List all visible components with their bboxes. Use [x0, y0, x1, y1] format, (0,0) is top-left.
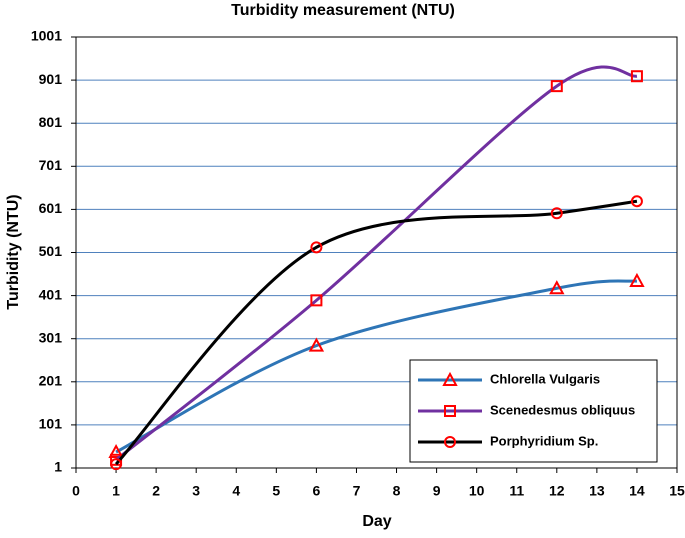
- x-tick-label: 14: [629, 483, 645, 499]
- x-tick-label: 9: [433, 483, 441, 499]
- marker: [110, 458, 123, 471]
- x-tick-label: 3: [192, 483, 200, 499]
- x-tick-label: 15: [669, 483, 685, 499]
- y-tick-label: 401: [39, 286, 63, 302]
- marker: [550, 207, 563, 220]
- x-tick-label: 7: [353, 483, 361, 499]
- marker: [629, 272, 645, 287]
- marker: [442, 371, 458, 386]
- x-tick-label: 12: [549, 483, 565, 499]
- x-tick-label: 1: [112, 483, 120, 499]
- y-tick-label: 201: [39, 373, 63, 389]
- legend-label: Scenedesmus obliquus: [490, 402, 635, 417]
- y-tick-label: 801: [39, 114, 63, 130]
- y-axis-label: Turbidity (NTU): [5, 194, 22, 309]
- series-line: [114, 199, 638, 466]
- chart-title: Turbidity measurement (NTU): [231, 2, 455, 19]
- x-axis-label: Day: [362, 513, 391, 530]
- y-tick-label: 301: [39, 329, 63, 345]
- marker: [550, 80, 563, 93]
- series-line: [115, 65, 638, 461]
- marker: [444, 405, 456, 417]
- x-tick-label: 6: [313, 483, 321, 499]
- marker: [630, 195, 643, 208]
- plot-frame: [75, 36, 678, 469]
- y-tick-label: 101: [39, 416, 63, 432]
- x-tick-label: 8: [393, 483, 401, 499]
- marker: [108, 443, 124, 459]
- y-tick-label: 901: [39, 71, 63, 87]
- x-tick-label: 0: [72, 483, 80, 499]
- y-tick-label: 1: [54, 459, 62, 475]
- x-tick-label: 13: [589, 483, 605, 499]
- legend-label: Porphyridium Sp.: [490, 433, 598, 448]
- marker: [308, 337, 325, 352]
- marker: [630, 70, 643, 83]
- marker: [444, 436, 456, 448]
- x-tick-label: 11: [509, 483, 524, 499]
- y-tick-label: 601: [39, 200, 63, 216]
- marker: [310, 294, 323, 307]
- x-tick-label: 10: [469, 483, 485, 499]
- series-line: [115, 279, 638, 454]
- x-tick-label: 5: [272, 483, 280, 499]
- legend-label: Chlorella Vulgaris: [490, 371, 600, 386]
- x-tick-label: 2: [152, 483, 160, 499]
- y-tick-label: 701: [39, 157, 63, 173]
- x-tick-label: 4: [232, 483, 240, 499]
- marker: [310, 241, 323, 254]
- y-tick-label: 1001: [31, 28, 62, 44]
- marker: [549, 280, 565, 295]
- y-tick-label: 501: [39, 243, 63, 259]
